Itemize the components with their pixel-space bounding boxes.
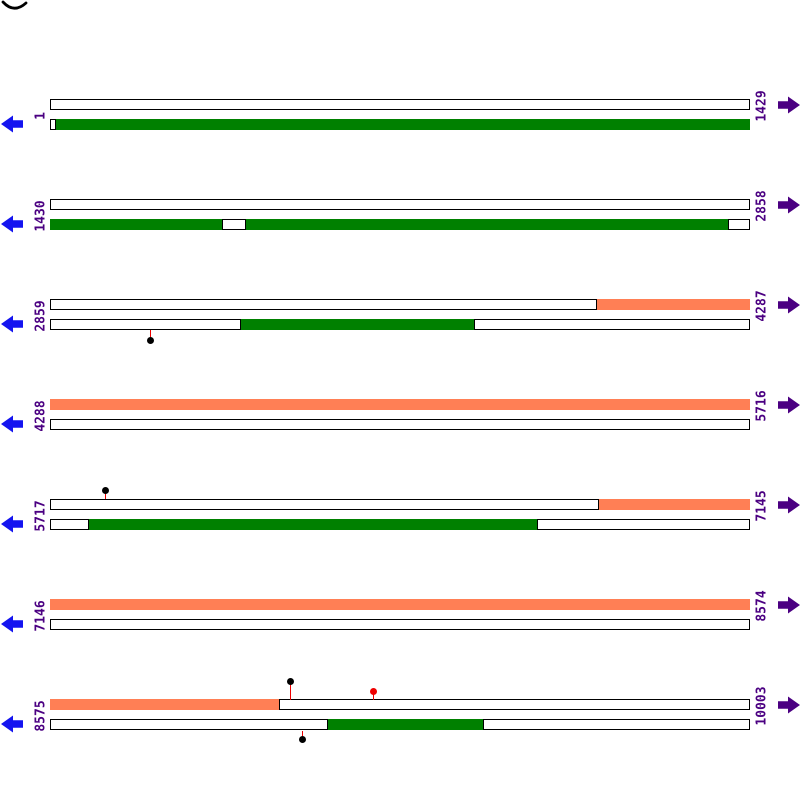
fragment-row-4: 4288 5716 — [0, 300, 800, 433]
left-arrow-icon — [1, 114, 23, 134]
feature-white — [50, 419, 750, 430]
left-arrow-icon — [1, 614, 23, 634]
fragment-row-7: 8575 10003 — [0, 600, 800, 743]
marker-dot-black — [299, 735, 306, 743]
feature-white — [50, 299, 597, 310]
feature-green — [56, 119, 750, 130]
marker-dot-red — [370, 687, 377, 695]
left-arrow-icon — [1, 414, 23, 434]
feature-white — [474, 319, 750, 330]
left-arrow-icon — [1, 514, 23, 534]
left-arrow-icon — [1, 314, 23, 334]
feature-white — [728, 219, 750, 230]
feature-white — [222, 219, 246, 230]
fragment-row-1: 1 1429 — [0, 0, 800, 133]
fragment-row-3: 2859 4287 — [0, 200, 800, 344]
feature-white — [50, 619, 750, 630]
right-arrow-icon — [778, 595, 800, 615]
right-arrow-icon — [778, 695, 800, 715]
fragment-row-5: 5717 7145 — [0, 400, 800, 533]
feature-white — [50, 519, 89, 530]
marker-stem — [105, 493, 106, 499]
feature-green — [328, 719, 483, 730]
feature-white — [50, 119, 56, 130]
feature-green — [241, 319, 474, 330]
marker-stem — [302, 731, 303, 736]
marker-stem — [290, 684, 291, 700]
left-arrow-icon — [1, 714, 23, 734]
feature-orange — [597, 299, 750, 310]
marker-stem — [150, 330, 151, 337]
feature-orange — [50, 699, 279, 710]
corner-arc-mark — [1, 0, 28, 10]
marker-dot-black — [102, 486, 109, 494]
right-arrow-icon — [778, 495, 800, 515]
feature-white — [50, 99, 750, 110]
feature-green — [89, 519, 537, 530]
fragment-row-6: 7146 8574 — [0, 500, 800, 633]
feature-orange — [50, 399, 750, 410]
left-arrow-icon — [1, 214, 23, 234]
feature-orange — [599, 499, 750, 510]
marker-dot-black — [287, 677, 294, 685]
feature-green — [50, 219, 222, 230]
feature-white — [50, 719, 328, 730]
fragment-row-2: 1430 2858 — [0, 100, 800, 233]
feature-white — [537, 519, 750, 530]
right-arrow-icon — [778, 395, 800, 415]
right-arrow-icon — [778, 295, 800, 315]
feature-green — [246, 219, 728, 230]
marker-dot-black — [147, 336, 154, 344]
right-arrow-icon — [778, 195, 800, 215]
feature-white — [279, 699, 750, 710]
feature-white — [483, 719, 750, 730]
feature-white — [50, 199, 750, 210]
feature-white — [50, 499, 599, 510]
feature-orange — [50, 599, 750, 610]
right-arrow-icon — [778, 95, 800, 115]
fragment-end-label: 10003 — [754, 686, 770, 726]
marker-stem — [373, 694, 374, 700]
feature-white — [50, 319, 241, 330]
fragment-start-label: 8575 — [33, 700, 49, 732]
